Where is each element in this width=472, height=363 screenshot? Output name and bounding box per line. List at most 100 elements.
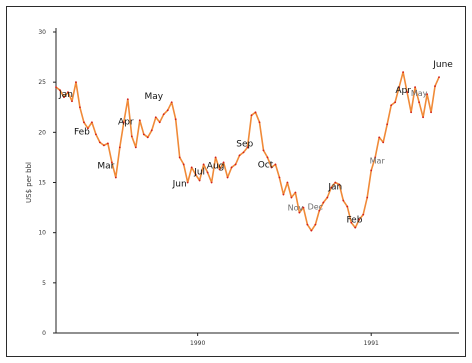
data-point <box>214 156 217 159</box>
price-series-line <box>55 71 440 232</box>
data-point <box>158 121 161 124</box>
data-point <box>354 226 357 229</box>
data-point <box>63 96 65 99</box>
month-label: Mar <box>370 156 386 165</box>
data-point <box>75 81 77 84</box>
data-point <box>314 223 317 226</box>
data-point <box>150 129 153 132</box>
data-point <box>362 213 365 216</box>
data-point <box>134 146 137 149</box>
data-point <box>142 133 145 136</box>
data-point <box>238 154 241 157</box>
month-label: May <box>144 92 163 102</box>
month-label: Mar <box>97 161 114 171</box>
data-point <box>438 76 440 79</box>
data-point <box>418 101 420 104</box>
data-point <box>270 166 273 169</box>
month-label: Apr <box>395 86 411 96</box>
data-point <box>346 205 349 208</box>
month-label: Feb <box>346 216 362 226</box>
data-point <box>87 127 89 130</box>
data-point <box>318 209 321 212</box>
data-point <box>55 86 57 89</box>
data-point <box>146 136 149 139</box>
data-point <box>398 86 401 89</box>
data-point <box>126 98 129 101</box>
plot-area <box>55 71 440 232</box>
y-tick-label: 5 <box>42 280 46 287</box>
y-tick-label: 15 <box>38 180 46 187</box>
data-point <box>302 206 305 209</box>
data-point <box>414 86 416 89</box>
data-point <box>218 168 221 171</box>
data-point <box>402 71 405 74</box>
data-point <box>170 101 173 104</box>
data-point <box>102 144 105 147</box>
data-point <box>222 161 225 164</box>
data-point <box>278 176 281 179</box>
month-label: Nov <box>288 204 304 213</box>
data-point <box>59 89 61 92</box>
data-point <box>334 181 337 184</box>
month-label: Oct <box>258 160 274 170</box>
data-point <box>406 91 409 94</box>
data-point <box>310 229 313 232</box>
data-point <box>162 113 165 116</box>
data-point <box>202 163 205 166</box>
data-point <box>370 169 373 172</box>
month-label: June <box>432 60 453 70</box>
data-point <box>254 111 257 114</box>
data-point <box>386 123 389 126</box>
data-point <box>410 111 413 114</box>
data-point <box>194 173 197 176</box>
y-tick-label: 10 <box>38 230 46 237</box>
data-point <box>394 101 397 104</box>
data-point <box>114 176 117 179</box>
x-tick-label: 1991 <box>364 340 379 347</box>
data-point <box>198 179 201 182</box>
data-point <box>83 121 85 124</box>
data-point <box>290 196 293 199</box>
data-point <box>274 163 277 166</box>
data-point <box>110 161 113 164</box>
data-point <box>330 186 333 189</box>
data-point <box>154 116 157 119</box>
data-point <box>210 181 213 184</box>
data-point <box>178 156 181 159</box>
month-label: Apr <box>118 117 134 127</box>
y-tick-label: 0 <box>42 330 46 337</box>
data-point <box>358 218 361 221</box>
month-label: Jun <box>172 180 187 190</box>
data-point <box>186 181 189 184</box>
data-point <box>378 136 381 139</box>
data-point <box>106 142 109 145</box>
data-point <box>118 146 121 149</box>
data-point <box>262 149 265 152</box>
data-point <box>98 141 101 144</box>
data-point <box>434 85 436 88</box>
month-label: Sep <box>236 139 253 149</box>
data-point <box>190 166 193 169</box>
y-tick-label: 25 <box>38 79 46 86</box>
y-tick-label: 30 <box>38 29 46 36</box>
data-point <box>79 106 81 109</box>
data-point <box>95 133 97 136</box>
data-point <box>250 114 253 117</box>
data-point <box>374 156 377 159</box>
data-point <box>426 93 428 96</box>
month-label: Jul <box>193 167 205 177</box>
data-point <box>306 223 309 226</box>
data-point <box>230 166 233 169</box>
data-point <box>234 163 237 166</box>
data-point <box>71 100 73 103</box>
data-point <box>258 121 261 124</box>
data-point <box>182 163 185 166</box>
data-point <box>338 183 341 186</box>
data-point <box>67 91 69 94</box>
month-label: Dec <box>308 203 323 212</box>
data-point <box>130 135 133 138</box>
data-point <box>326 196 329 199</box>
data-point <box>206 171 209 174</box>
data-point <box>91 121 93 124</box>
